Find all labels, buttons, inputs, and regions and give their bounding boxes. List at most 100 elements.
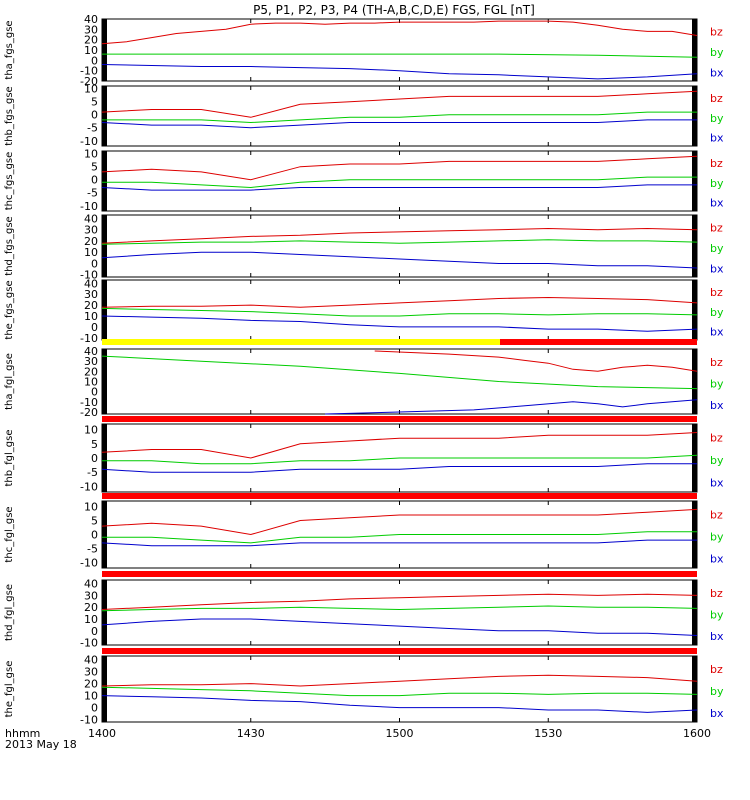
series-by-line: [101, 239, 698, 245]
y-tick-label: 10: [84, 690, 98, 703]
y-tick-label: 0: [91, 452, 98, 465]
legend-bx: bx: [710, 476, 724, 489]
y-tick-label: 30: [84, 589, 98, 602]
status-bar-red: [102, 571, 697, 577]
legend-by: by: [710, 306, 724, 319]
panel-frame: [101, 348, 698, 415]
series-by-line: [102, 531, 697, 544]
status-bar-red: [102, 416, 697, 422]
y-tick-label: 30: [84, 23, 98, 36]
y-tick-label: -5: [87, 542, 98, 555]
x-tick-label: 1430: [237, 727, 265, 740]
legend-bz: bz: [710, 508, 723, 521]
series-by-line: [101, 355, 698, 390]
panel-right-strip: [692, 656, 697, 722]
status-bar-yellow: [102, 339, 500, 345]
series-bx-line: [101, 64, 698, 80]
y-tick-label: -10: [80, 396, 98, 409]
panel-left-strip: [102, 86, 107, 146]
panel-right-strip: [692, 86, 697, 146]
series-bx-line: [101, 184, 697, 191]
y-tick-label: -10: [80, 135, 98, 148]
series-bx-line: [101, 539, 697, 547]
panel-left-strip: [102, 580, 107, 645]
legend-bx: bx: [710, 197, 724, 210]
legend-by: by: [710, 112, 724, 125]
x-tick-label: 1400: [88, 727, 116, 740]
y-tick-label: 10: [84, 376, 98, 389]
y-tick-label: 10: [84, 44, 98, 57]
x-axis-corner-label-hhmm: hhmm: [5, 727, 40, 740]
y-axis-label: thd_fgl_gse: [4, 584, 15, 641]
legend-bx: bx: [710, 132, 724, 145]
status-bar-red: [102, 648, 697, 654]
legend-by: by: [710, 242, 724, 255]
x-axis-ticks: 1400 1430 1500 1530 1600: [88, 727, 711, 740]
y-tick-label: 40: [84, 212, 98, 225]
y-tick-label: -10: [80, 637, 98, 650]
series-bx-line: [101, 463, 697, 473]
y-axis-label: thc_fgl_gse: [4, 506, 15, 562]
series-by-line: [102, 176, 697, 189]
chart-title: P5, P1, P2, P3, P4 (TH-A,B,C,D,E) FGS, F…: [253, 3, 535, 17]
legend-bz: bz: [710, 286, 723, 299]
series-bx-line: [101, 695, 698, 713]
y-tick-label: 10: [84, 310, 98, 323]
series-by-line: [102, 454, 698, 465]
series-bx-line: [101, 315, 698, 332]
y-tick-label: -10: [80, 714, 98, 727]
series-bx-line: [325, 399, 698, 415]
y-tick-label: -10: [80, 556, 98, 569]
x-tick-label: 1600: [683, 727, 711, 740]
series-bz-line: [101, 90, 698, 118]
y-tick-label: 0: [91, 109, 98, 122]
panel-frame: [101, 18, 698, 82]
panel-left-strip: [102, 656, 107, 722]
status-bar-red: [500, 339, 697, 345]
series-by-line: [101, 686, 698, 697]
legend-by: by: [710, 685, 724, 698]
y-tick-label: 5: [91, 515, 98, 528]
y-axis-label: thd_fgs_gse: [4, 216, 15, 275]
x-axis-corner-label-date: 2013 May 18: [5, 738, 77, 751]
y-tick-label: 40: [84, 345, 98, 358]
panel-right-strip: [692, 151, 697, 211]
y-tick-label: 30: [84, 288, 98, 301]
legend-bz: bz: [710, 356, 723, 369]
legend-bx: bx: [710, 326, 724, 339]
y-tick-label: 0: [91, 54, 98, 67]
legend-bz: bz: [710, 587, 723, 600]
panel-frame: [101, 85, 698, 147]
legend-by: by: [710, 454, 724, 467]
y-tick-label: 5: [91, 96, 98, 109]
y-axis-label: thb_fgl_gse: [4, 430, 15, 487]
y-tick-label: 30: [84, 355, 98, 368]
series-bz-line: [101, 155, 698, 181]
y-tick-label: 10: [84, 501, 98, 514]
y-tick-label: 30: [84, 224, 98, 237]
y-tick-label: 0: [91, 174, 98, 187]
panel-right-strip: [692, 501, 697, 568]
series-bx-line: [101, 119, 697, 129]
series-bz-line: [101, 508, 698, 536]
y-tick-label: -10: [80, 200, 98, 213]
series-bz-line: [101, 674, 698, 687]
panel-left-strip: [102, 215, 107, 277]
legend-bz: bz: [710, 663, 723, 676]
panel-right-strip: [692, 580, 697, 645]
y-axis-label: the_fgs_gse: [4, 280, 15, 339]
status-bar-red: [102, 493, 697, 499]
y-tick-label: 20: [84, 34, 98, 47]
y-tick-label: 20: [84, 678, 98, 691]
y-tick-label: 30: [84, 666, 98, 679]
y-tick-label: 0: [91, 257, 98, 270]
